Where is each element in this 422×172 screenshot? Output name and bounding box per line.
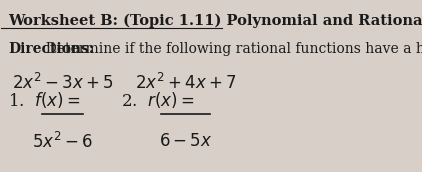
Text: $6-5x$: $6-5x$ [159, 133, 212, 150]
Text: 2.  $r(x)=$: 2. $r(x)=$ [121, 90, 195, 110]
Text: Determine if the following rational functions have a horizon: Determine if the following rational func… [37, 42, 422, 56]
Text: $2x^2-3x+5$: $2x^2-3x+5$ [12, 73, 113, 93]
Text: $5x^2-6$: $5x^2-6$ [32, 132, 93, 152]
Text: 1.  $f(x)=$: 1. $f(x)=$ [8, 90, 81, 110]
Text: $2x^2+4x+7$: $2x^2+4x+7$ [135, 73, 236, 93]
Text: Directions:: Directions: [8, 42, 94, 56]
Text: Worksheet B: (Topic 1.11) Polynomial and Rational Functions: Worksheet B: (Topic 1.11) Polynomial and… [8, 13, 422, 28]
